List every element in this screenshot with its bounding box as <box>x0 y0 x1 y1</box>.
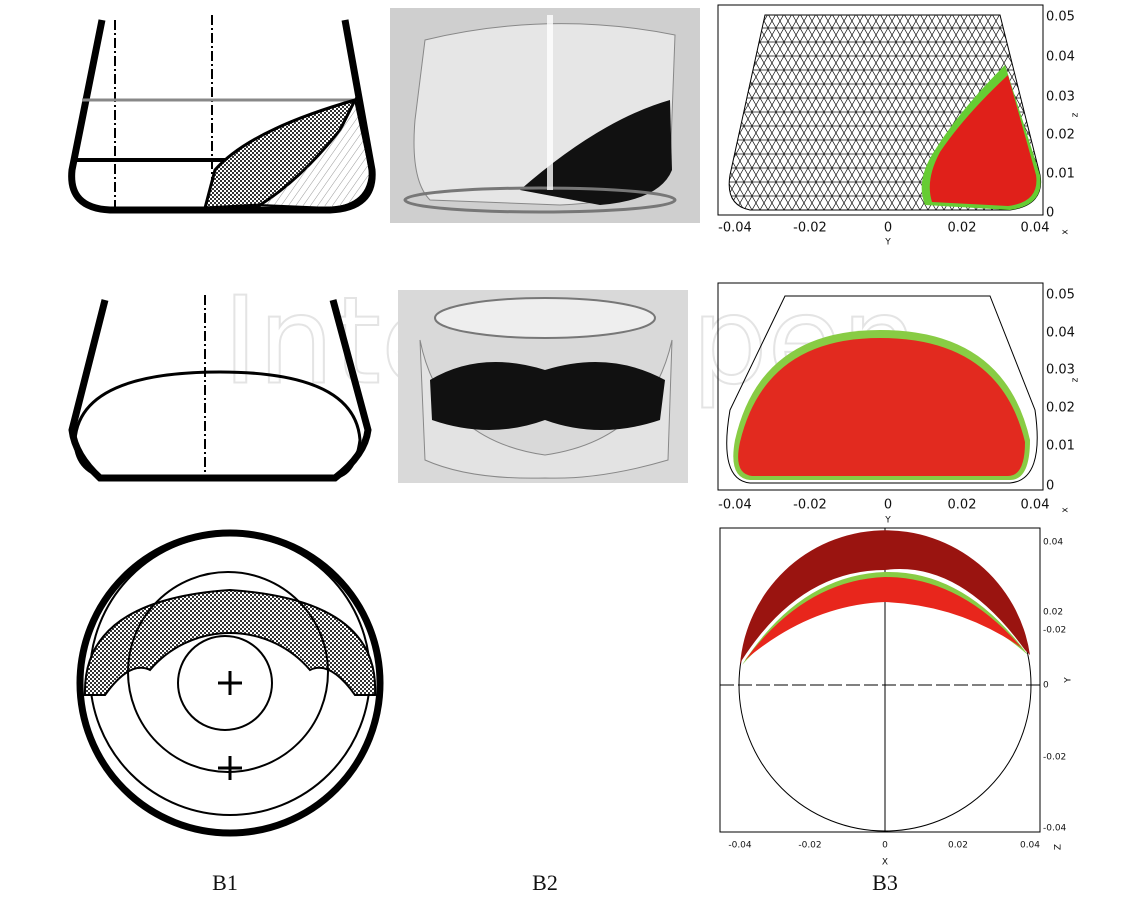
column-label: B2 <box>532 870 558 895</box>
right-tick-label: 0 <box>1046 479 1054 494</box>
bottom-axis-label: Y <box>884 238 891 248</box>
sketch-side-spinning <box>68 295 372 482</box>
column-label: B3 <box>872 870 898 895</box>
bottom-tick-label: 0.04 <box>1020 841 1040 851</box>
bottom-tick-label: 0.04 <box>1021 498 1050 513</box>
plot-top <box>719 527 1041 833</box>
bottom-tick-label: 0 <box>882 841 888 851</box>
bottom-tick-label: -0.02 <box>798 841 821 851</box>
bottom-tick-label: 0 <box>884 498 892 513</box>
right-tick-label: 0 <box>1043 681 1049 691</box>
corner-axis-label: Z <box>1054 844 1064 850</box>
plot-spinning <box>717 282 1044 491</box>
tick-labels: B1 B2 B30.050.040.030.020.010-0.04 -0.02 0 0.… <box>212 10 1080 896</box>
bottom-tick-label: -0.02 <box>793 498 827 513</box>
right-axis-label: Y <box>1064 677 1074 684</box>
right-tick-label: -0.04 <box>1043 824 1067 834</box>
right-tick-label: 0.04 <box>1043 538 1063 548</box>
right-tick-label: 0 <box>1046 206 1054 221</box>
right-tick-label: -0.02 <box>1043 626 1066 636</box>
right-tick-label: 0.02 <box>1046 401 1075 416</box>
bottom-tick-label: 0.02 <box>948 841 968 851</box>
right-tick-label: 0.03 <box>1046 363 1075 378</box>
bottom-tick-label: 0.02 <box>948 498 977 513</box>
column-label: B1 <box>212 870 238 895</box>
right-axis-label: z <box>1071 112 1081 117</box>
right-tick-label: 0.02 <box>1043 608 1063 618</box>
bottom-tick-label: 0.04 <box>1021 221 1050 236</box>
photo-tilted <box>390 8 700 223</box>
right-tick-label: 0.03 <box>1046 90 1075 105</box>
bottom-axis-label: X <box>882 858 888 868</box>
bottom-tick-label: 0 <box>884 221 892 236</box>
right-tick-label: 0.05 <box>1046 288 1075 303</box>
right-tick-label: 0.01 <box>1046 439 1075 454</box>
bottom-axis-label: Y <box>884 516 891 526</box>
bottom-tick-label: 0.02 <box>948 221 977 236</box>
right-tick-label: 0.05 <box>1046 10 1075 25</box>
right-axis-label: z <box>1071 377 1081 382</box>
bottom-tick-label: -0.02 <box>793 221 827 236</box>
sketch-side-tilted <box>68 15 376 214</box>
corner-axis-label: x <box>1061 507 1071 513</box>
bottom-tick-label: -0.04 <box>718 221 752 236</box>
right-tick-label: 0.04 <box>1046 326 1075 341</box>
corner-axis-label: x <box>1061 229 1071 235</box>
right-tick-label: 0.02 <box>1046 128 1075 143</box>
bottom-tick-label: -0.04 <box>728 841 752 851</box>
plot-mesh <box>717 4 1044 216</box>
bottom-tick-label: -0.04 <box>718 498 752 513</box>
sketch-top-view <box>76 529 384 837</box>
right-tick-label: 0.01 <box>1046 167 1075 182</box>
photo-spinning <box>398 290 688 483</box>
right-tick-label: 0.04 <box>1046 50 1075 65</box>
right-tick-label: -0.02 <box>1043 753 1066 763</box>
